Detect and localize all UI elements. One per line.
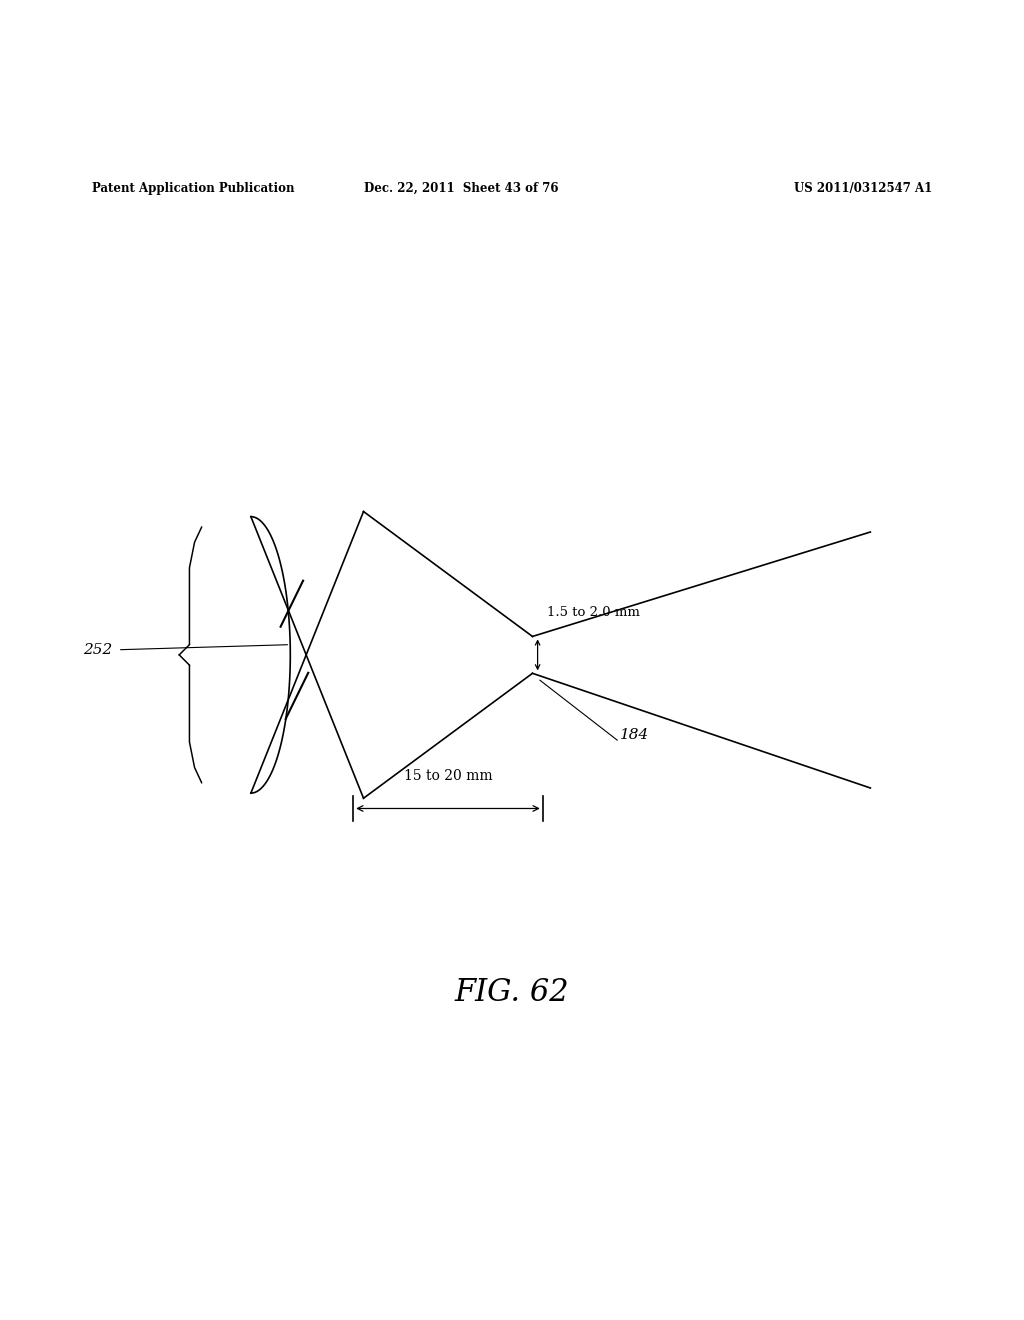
Text: FIG. 62: FIG. 62 [455,977,569,1008]
Text: Dec. 22, 2011  Sheet 43 of 76: Dec. 22, 2011 Sheet 43 of 76 [364,182,558,195]
Text: 184: 184 [620,727,649,742]
Text: US 2011/0312547 A1: US 2011/0312547 A1 [794,182,932,195]
Text: 15 to 20 mm: 15 to 20 mm [403,768,493,783]
Text: 1.5 to 2.0 mm: 1.5 to 2.0 mm [548,606,640,619]
Text: Patent Application Publication: Patent Application Publication [92,182,295,195]
Text: 252: 252 [83,643,113,657]
